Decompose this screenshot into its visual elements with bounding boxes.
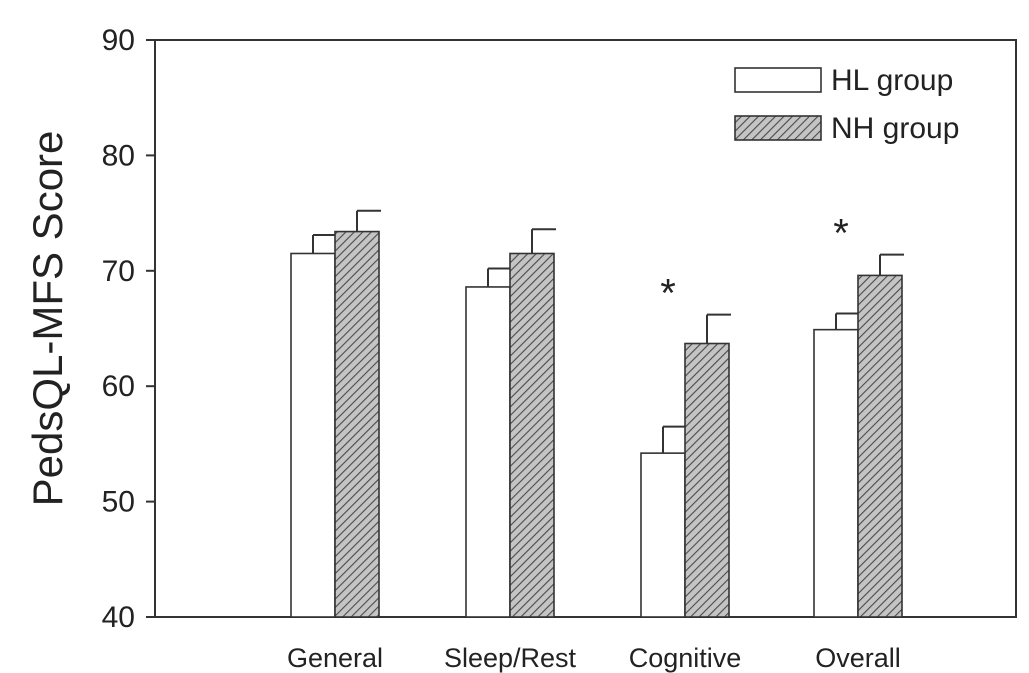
y-tick-label: 70 — [102, 255, 135, 288]
bar-nh-group — [857, 274, 903, 618]
significance-asterisk: * — [660, 272, 676, 316]
x-category-label: Cognitive — [629, 643, 742, 673]
x-category-label: Overall — [815, 643, 901, 673]
legend-swatch-nh — [734, 115, 822, 141]
x-category-label: General — [287, 643, 383, 673]
y-tick-label: 80 — [102, 139, 135, 172]
legend-label: NH group — [831, 112, 959, 145]
bar-hl-group — [813, 328, 859, 618]
bar-hl-group — [465, 286, 511, 618]
bar-nh-group — [509, 252, 555, 618]
y-axis-title: PedsQL-MFS Score — [24, 131, 71, 507]
legend-label: HL group — [831, 64, 953, 97]
plot-frame — [154, 39, 1017, 618]
bar-nh-group — [334, 230, 380, 618]
significance-asterisk: * — [833, 212, 849, 256]
bar-hl-group — [640, 452, 686, 618]
y-tick-label: 50 — [102, 486, 135, 519]
y-tick-label: 40 — [102, 601, 135, 634]
bar-nh-group — [684, 342, 730, 618]
y-tick-label: 60 — [102, 370, 135, 403]
legend-swatch-hl — [734, 67, 822, 93]
bar-hl-group — [290, 252, 336, 618]
y-tick-label: 90 — [102, 24, 135, 57]
x-category-label: Sleep/Rest — [444, 643, 577, 673]
